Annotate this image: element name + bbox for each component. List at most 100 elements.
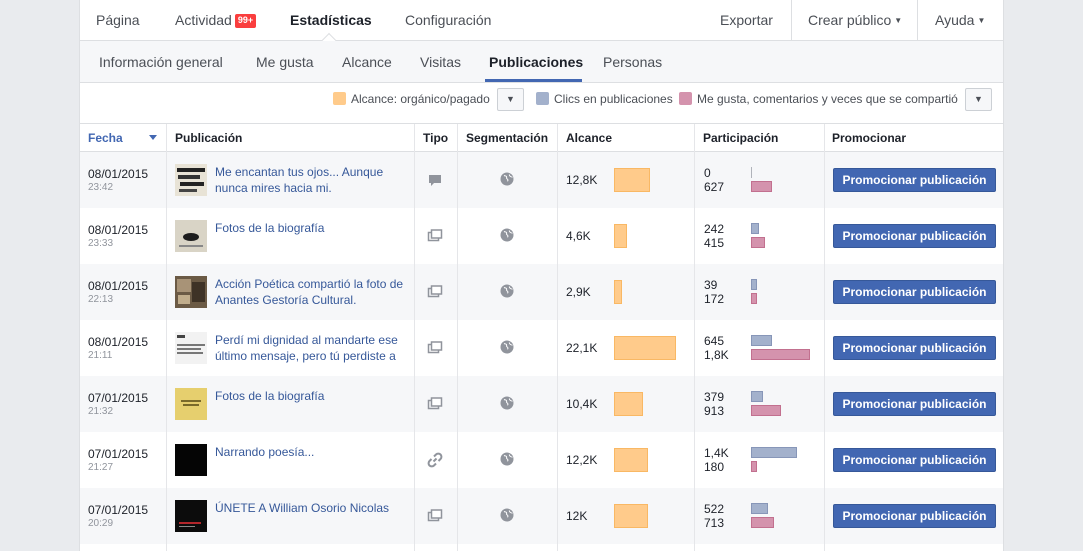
photo-icon bbox=[427, 340, 443, 356]
post-title-link[interactable]: ÚNETE A William Osorio Nicolas bbox=[215, 501, 390, 515]
clicks-value: 242 bbox=[704, 222, 725, 236]
column-divider bbox=[557, 124, 558, 551]
help-button[interactable]: Ayuda ▼ bbox=[935, 0, 985, 40]
post-thumbnail[interactable] bbox=[175, 276, 207, 308]
nav-activity-label: Actividad bbox=[175, 12, 232, 28]
help-label: Ayuda bbox=[935, 12, 975, 28]
reactions-value: 627 bbox=[704, 180, 725, 194]
clicks-bar bbox=[751, 447, 797, 458]
reach-value: 12,8K bbox=[566, 173, 598, 187]
post-time: 23:33 bbox=[88, 238, 114, 249]
legend-reach: Alcance: orgánico/pagado bbox=[333, 91, 490, 107]
post-title-link[interactable]: Me encantan tus ojos... Aunque nunca mir… bbox=[215, 165, 384, 195]
post-title-link[interactable]: Perdí mi dignidad al mandarte ese último… bbox=[215, 333, 398, 363]
table-row: 07/01/2015 21:27 Narrando poesía... 12,2K 1,… bbox=[80, 432, 1003, 488]
engagement-metric-dropdown[interactable]: ▼ bbox=[965, 88, 992, 111]
top-nav: Página Actividad 99+ Estadísticas Configu… bbox=[80, 0, 1003, 48]
promote-post-button[interactable]: Promocionar publicación bbox=[833, 392, 996, 416]
legend-reactions: Me gusta, comentarios y veces que se com… bbox=[679, 91, 958, 107]
tab-overview[interactable]: Información general bbox=[99, 54, 223, 70]
table-row: 08/01/2015 23:42 Me encantan tus ojos... A… bbox=[80, 152, 1003, 208]
post-thumbnail[interactable] bbox=[175, 332, 207, 364]
reach-value: 4,6K bbox=[566, 229, 591, 243]
clicks-value: 645 bbox=[704, 334, 725, 348]
column-post[interactable]: Publicación bbox=[175, 131, 243, 145]
insights-subnav: Información general Me gusta Alcance Vis… bbox=[80, 41, 1003, 83]
divider bbox=[791, 0, 792, 40]
post-title-link[interactable]: Acción Poética compartió la foto de Anan… bbox=[215, 277, 404, 307]
post-time: 22:13 bbox=[88, 294, 114, 305]
chevron-down-icon: ▼ bbox=[977, 16, 986, 25]
legend-swatch-reactions bbox=[679, 92, 692, 105]
post-thumbnail[interactable] bbox=[175, 500, 207, 532]
nav-activity[interactable]: Actividad 99+ bbox=[175, 0, 257, 40]
post-time: 21:27 bbox=[88, 462, 114, 473]
post-title-link[interactable]: Fotos de la biografía bbox=[215, 389, 325, 403]
notification-badge: 99+ bbox=[234, 14, 257, 28]
globe-icon bbox=[500, 452, 514, 466]
column-targeting[interactable]: Segmentación bbox=[466, 131, 549, 145]
promote-post-button[interactable]: Promocionar publicación bbox=[833, 504, 996, 528]
legend-reach-label: Alcance: orgánico/pagado bbox=[351, 92, 490, 106]
post-time: 21:11 bbox=[88, 350, 113, 361]
reach-bar bbox=[614, 336, 676, 360]
reach-bar bbox=[614, 168, 650, 192]
column-type[interactable]: Tipo bbox=[423, 131, 449, 145]
column-date[interactable]: Fecha bbox=[88, 131, 123, 145]
column-promote: Promocionar bbox=[832, 131, 907, 145]
reach-value: 12K bbox=[566, 509, 588, 523]
legend-swatch-clicks bbox=[536, 92, 549, 105]
active-tab-underline bbox=[485, 79, 582, 82]
reactions-bar bbox=[751, 517, 774, 528]
tab-likes[interactable]: Me gusta bbox=[256, 54, 314, 70]
nav-page[interactable]: Página bbox=[96, 12, 140, 28]
link-icon bbox=[427, 452, 443, 468]
tab-visits[interactable]: Visitas bbox=[420, 54, 461, 70]
post-date: 08/01/2015 bbox=[88, 167, 149, 181]
promote-post-button[interactable]: Promocionar publicación bbox=[833, 448, 996, 472]
reach-bar bbox=[614, 448, 648, 472]
clicks-bar bbox=[751, 503, 768, 514]
nav-settings[interactable]: Configuración bbox=[405, 12, 492, 28]
post-thumbnail[interactable] bbox=[175, 164, 207, 196]
promote-post-button[interactable]: Promocionar publicación bbox=[833, 280, 996, 304]
divider bbox=[917, 0, 918, 40]
tab-posts[interactable]: Publicaciones bbox=[489, 54, 584, 70]
reactions-value: 713 bbox=[704, 516, 725, 530]
post-thumbnail[interactable] bbox=[175, 388, 207, 420]
clicks-bar bbox=[751, 391, 763, 402]
reach-bar bbox=[614, 504, 648, 528]
reach-value: 2,9K bbox=[566, 285, 591, 299]
post-title-link[interactable]: Fotos de la biografía bbox=[215, 221, 325, 235]
post-date: 08/01/2015 bbox=[88, 223, 149, 237]
post-thumbnail[interactable] bbox=[175, 220, 207, 252]
column-engagement[interactable]: Participación bbox=[703, 131, 779, 145]
chevron-down-icon: ▼ bbox=[974, 94, 983, 104]
promote-post-button[interactable]: Promocionar publicación bbox=[833, 168, 996, 192]
clicks-value: 0 bbox=[704, 166, 711, 180]
table-row: 08/01/2015 22:13 Acción Poética compartió … bbox=[80, 264, 1003, 320]
reach-metric-dropdown[interactable]: ▼ bbox=[497, 88, 524, 111]
table-row: 07/01/2015 20:29 ÚNETE A William Osorio Ni… bbox=[80, 488, 1003, 544]
create-audience-button[interactable]: Crear público ▼ bbox=[808, 0, 902, 40]
nav-stats[interactable]: Estadísticas bbox=[290, 12, 372, 28]
reactions-bar bbox=[751, 349, 810, 360]
post-date: 07/01/2015 bbox=[88, 447, 149, 461]
reach-value: 10,4K bbox=[566, 397, 598, 411]
tab-reach[interactable]: Alcance bbox=[342, 54, 392, 70]
clicks-value: 522 bbox=[704, 502, 725, 516]
clicks-bar bbox=[751, 335, 772, 346]
globe-icon bbox=[500, 396, 514, 410]
promote-post-button[interactable]: Promocionar publicación bbox=[833, 224, 996, 248]
export-button[interactable]: Exportar bbox=[720, 12, 773, 28]
chevron-down-icon: ▼ bbox=[894, 16, 903, 25]
post-time: 21:32 bbox=[88, 406, 114, 417]
globe-icon bbox=[500, 228, 514, 242]
reach-value: 22,1K bbox=[566, 341, 598, 355]
tab-people[interactable]: Personas bbox=[603, 54, 663, 70]
column-reach[interactable]: Alcance bbox=[566, 131, 613, 145]
promote-post-button[interactable]: Promocionar publicación bbox=[833, 336, 996, 360]
post-thumbnail[interactable] bbox=[175, 444, 207, 476]
posts-table-header: Fecha Publicación Tipo Segmentación Alca… bbox=[80, 124, 1003, 152]
post-title-link[interactable]: Narrando poesía... bbox=[215, 445, 315, 459]
